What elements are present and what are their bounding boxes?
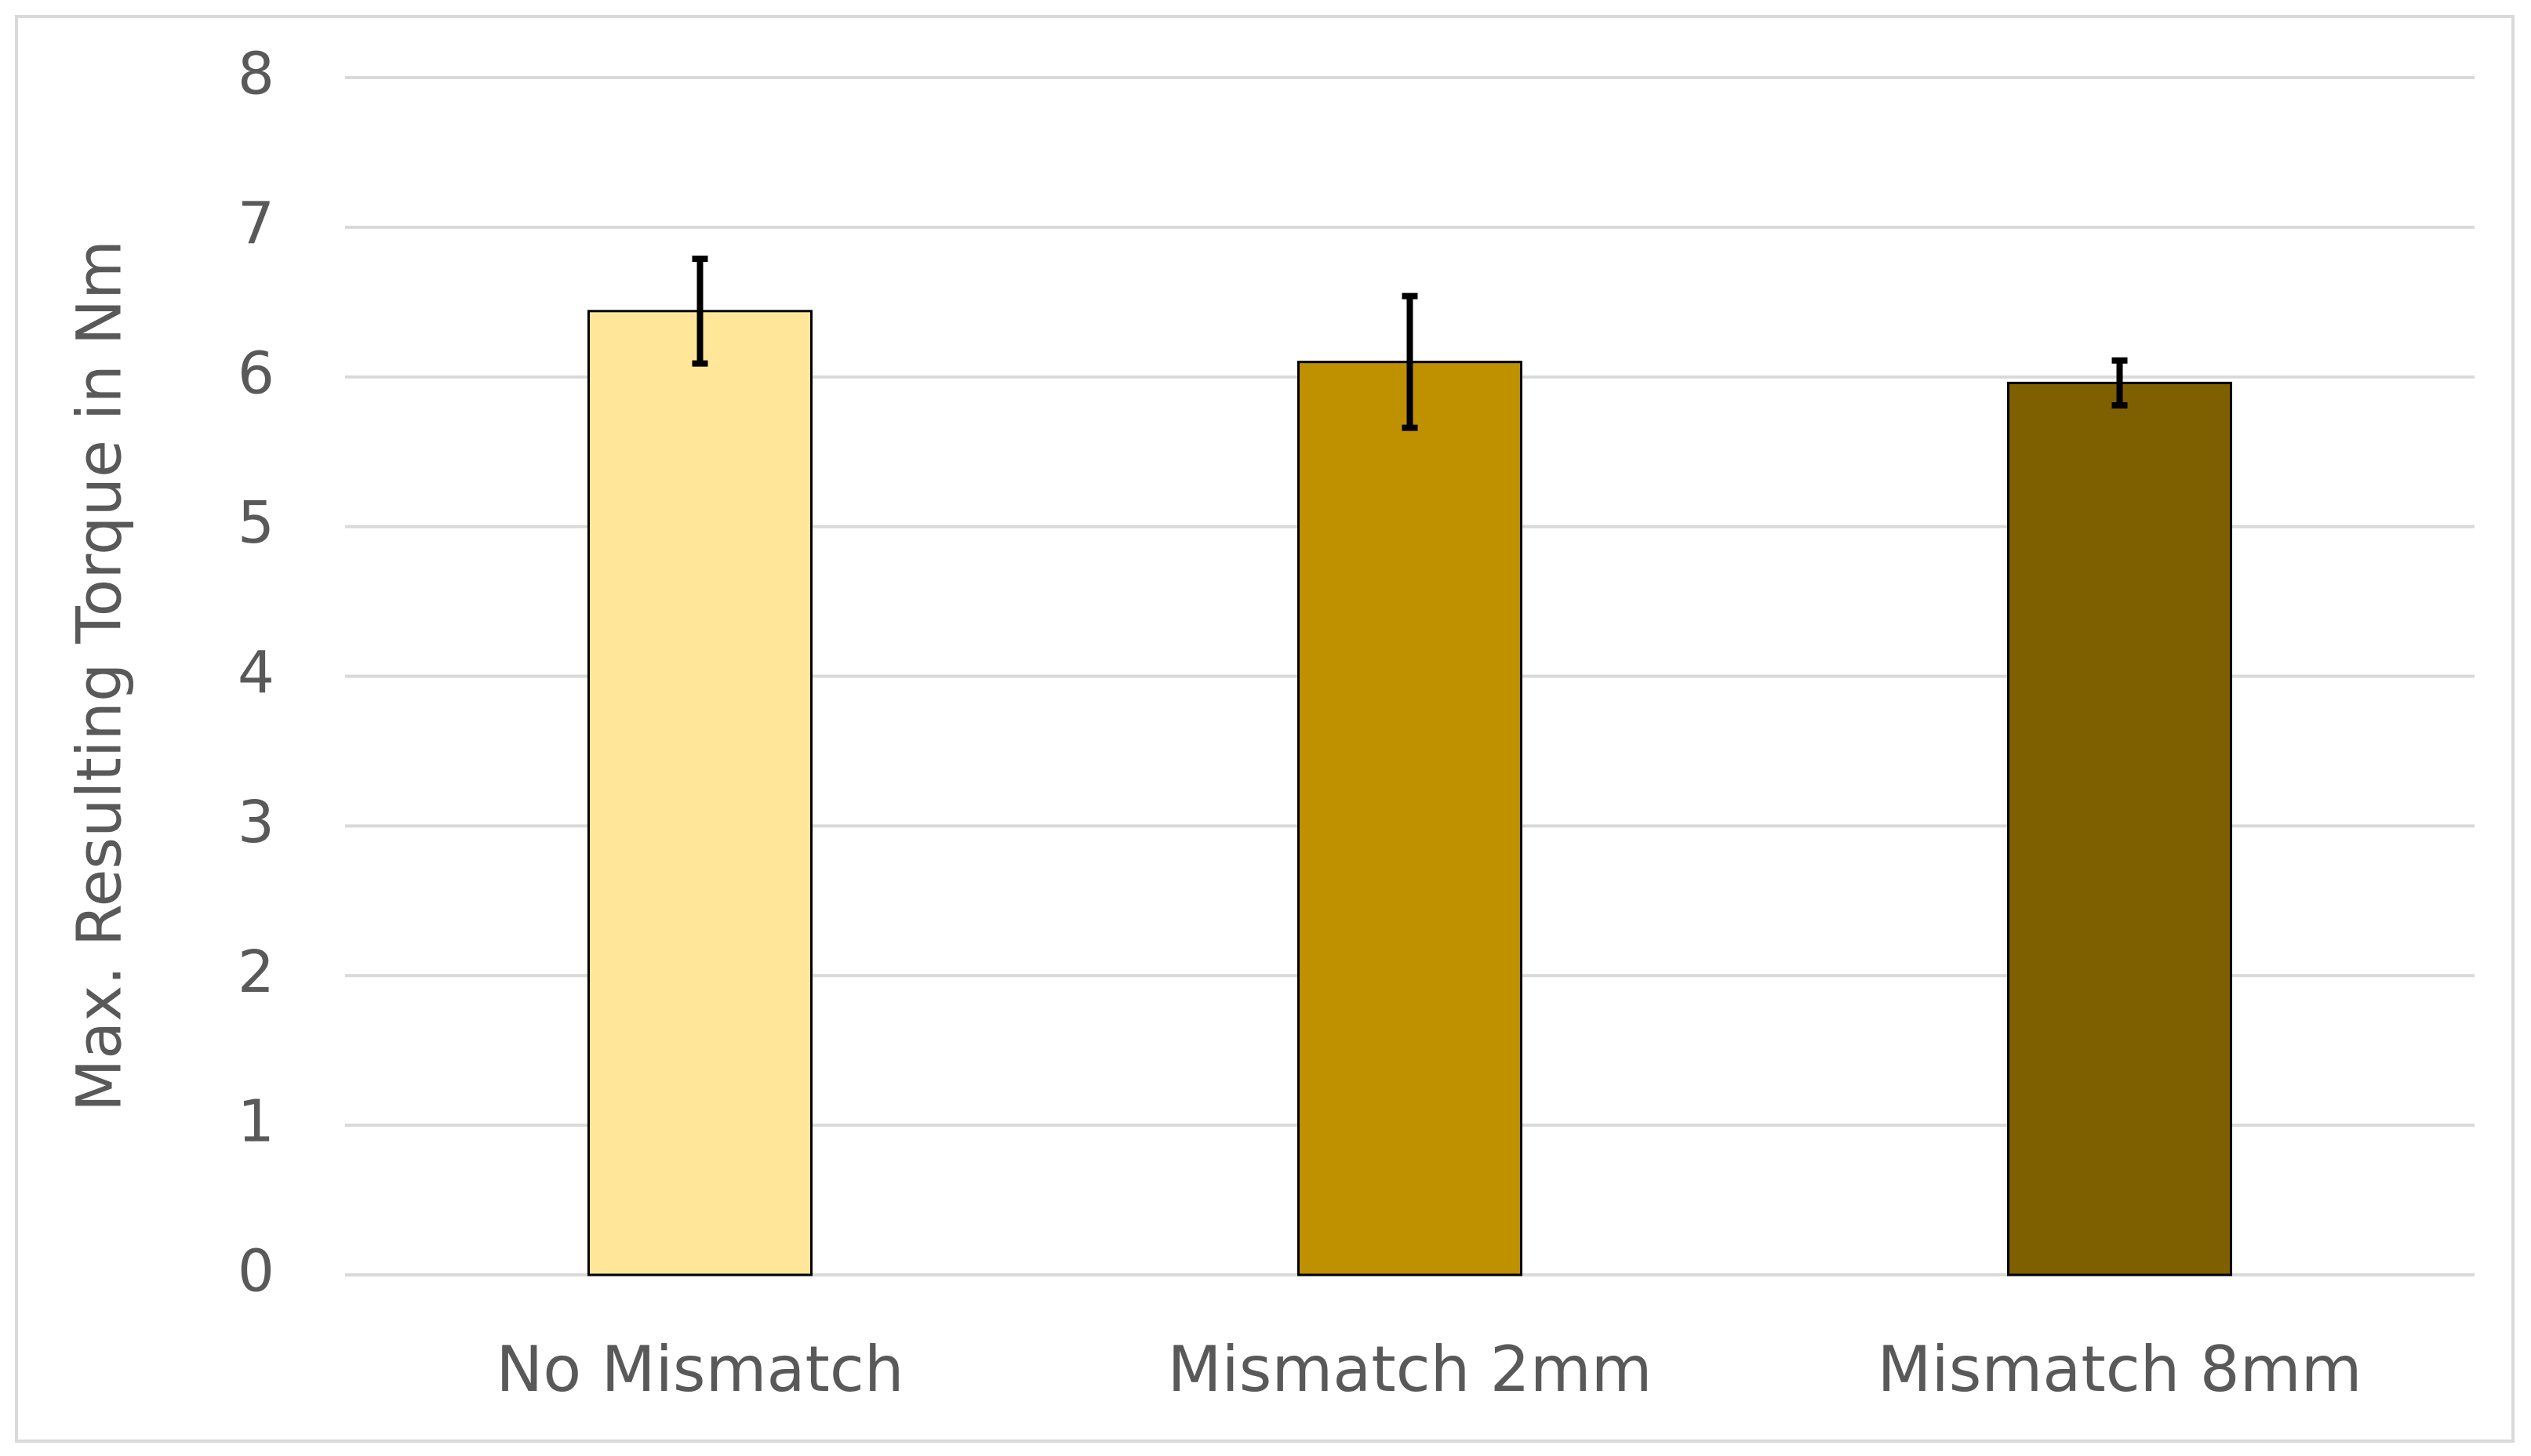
x-tick-label: Mismatch 8mm <box>1877 1333 2362 1406</box>
y-tick-label: 6 <box>238 339 275 407</box>
y-tick-label: 4 <box>238 639 275 706</box>
y-tick-label: 2 <box>238 939 275 1006</box>
bar <box>2007 381 2232 1276</box>
bar <box>1297 361 1522 1276</box>
y-tick-label: 5 <box>238 489 275 557</box>
x-tick-label: No Mismatch <box>496 1333 904 1406</box>
y-tick-label: 3 <box>238 789 275 856</box>
error-bar <box>1402 292 1418 431</box>
error-bar <box>692 255 708 367</box>
x-tick-label: Mismatch 2mm <box>1167 1333 1652 1406</box>
y-axis-label: Max. Resulting Torque in Nm <box>64 240 135 1112</box>
y-tick-label: 0 <box>238 1238 275 1305</box>
y-tick-label: 1 <box>238 1088 275 1156</box>
error-bar <box>2111 357 2128 409</box>
y-tick-label: 8 <box>238 41 275 108</box>
y-tick-label: 7 <box>238 190 275 257</box>
bar <box>587 310 813 1276</box>
